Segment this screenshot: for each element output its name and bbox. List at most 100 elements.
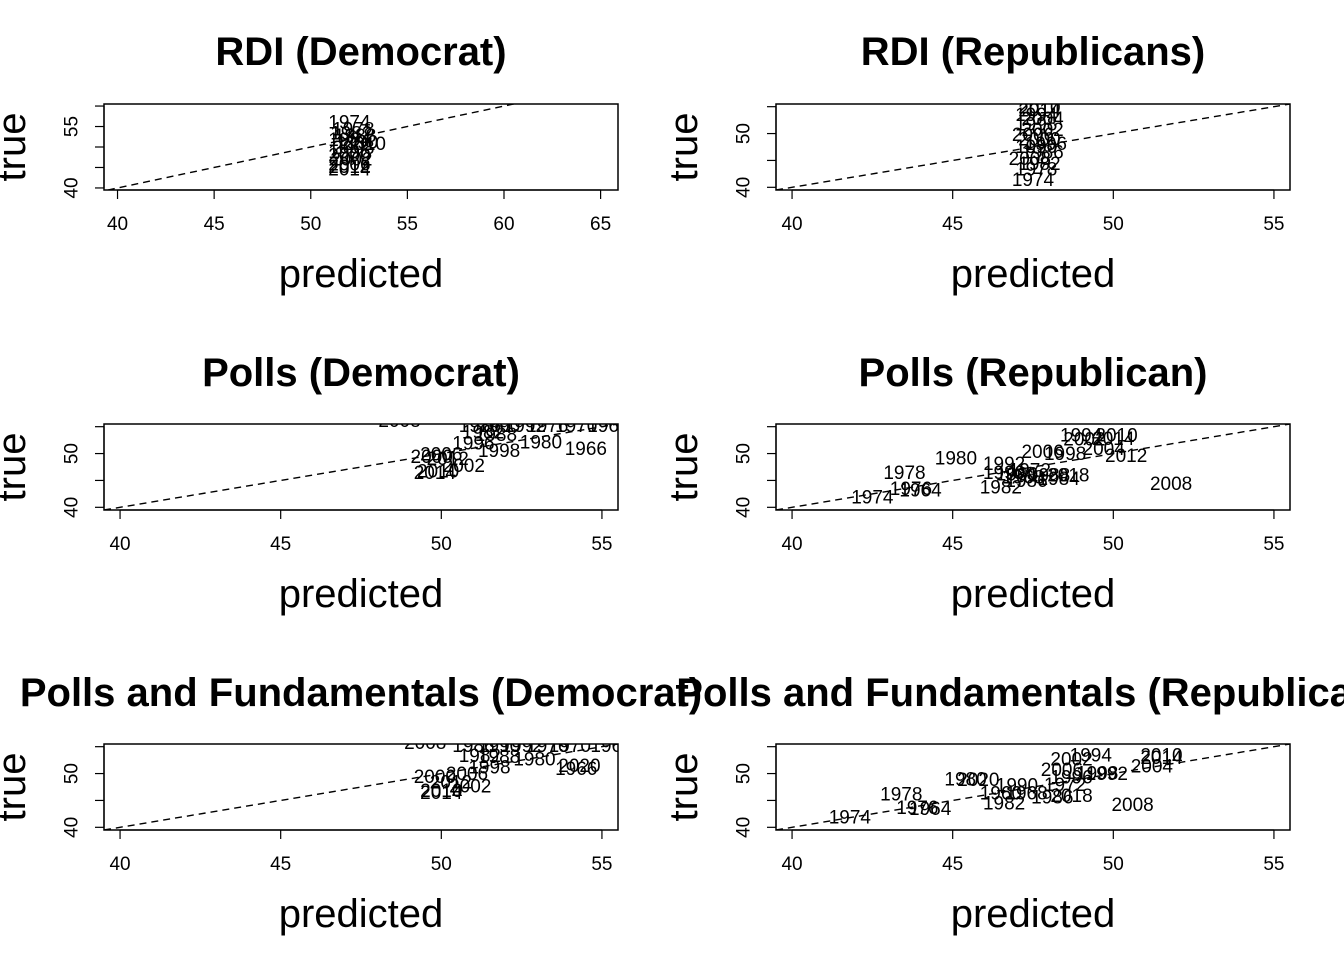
y-axis: 40 50 [734,106,777,198]
point-label: 1988 [478,747,520,768]
x-axis: 40 45 50 55 [109,509,613,555]
point-label: 2018 [1050,786,1092,807]
reference-line [104,424,618,510]
point-label: 1990 [1015,137,1057,158]
point-label: 1992 [1086,764,1128,785]
point-label: 2000 [411,447,453,468]
point-label: 1982 [462,423,504,444]
point-label: 2010 [1018,97,1060,118]
point-label: 1988 [334,126,376,147]
point-label: 1990 [336,132,378,153]
point-label: 1990 [478,736,520,757]
point-label: 1992 [500,736,542,757]
point-label: 2008 [404,733,446,754]
y-tick-label: 50 [62,443,83,464]
x-tick-label: 45 [942,534,963,555]
chart-title: Polls and Fundamentals (Republican) [676,671,1344,715]
reference-line [776,744,1290,830]
x-tick-label: 50 [1103,854,1124,875]
x-axis-label: predicted [951,892,1116,936]
y-axis-label: true [0,113,34,182]
point-label: 2008 [1150,474,1192,495]
y-tick-label: 50 [734,443,755,464]
point-label: 1982 [1018,154,1060,175]
chart-title: RDI (Democrat) [215,30,506,74]
panel-2: 2010201419942004199820022006200019961990… [662,30,1291,296]
y-tick-label: 40 [62,177,83,198]
point-label: 1976 [896,798,938,819]
point-label: 1978 [1015,160,1057,181]
point-label: 2006 [446,764,488,785]
point-label: 1986 [459,416,501,437]
y-tick-label: 40 [62,497,83,518]
point-label: 1986 [1021,142,1063,163]
point-label: 2020 [957,770,999,791]
point-label: 1974 [829,808,872,829]
point-label: 1962 [587,416,629,437]
x-tick-label: 55 [591,534,612,555]
y-tick-label: 40 [734,817,755,838]
point-label: 2020 [558,756,600,777]
reference-line [776,104,1290,190]
point-label: 1976 [526,416,568,437]
x-axis-label: predicted [279,892,444,936]
point-label: 1978 [880,785,922,806]
x-tick-label: 50 [1103,214,1124,235]
point-label: 2006 [1041,760,1083,781]
point-label: 2002 [443,456,485,477]
x-tick-label: 40 [109,534,130,555]
x-tick-label: 45 [942,854,963,875]
point-label: 2006 [328,155,370,176]
x-tick-label: 55 [1263,214,1284,235]
x-tick-label: 45 [204,214,225,235]
x-tick-label: 50 [431,854,452,875]
point-label: 1982 [330,123,372,144]
point-label: 1982 [983,794,1025,815]
x-tick-label: 40 [781,854,802,875]
point-label: 2008 [1111,795,1153,816]
point-label: 1990 [478,416,520,437]
point-label: 2002 [1021,120,1063,141]
point-label: 1990 [983,463,1025,484]
y-tick-label: 50 [734,123,755,144]
point-label: 2010 [1140,745,1182,766]
point-label: 1966 [555,759,597,780]
point-label: 2014 [328,159,371,180]
chart-title: RDI (Republicans) [861,30,1205,74]
x-tick-label: 50 [300,214,321,235]
point-label: 1972 [1009,460,1051,481]
point-label: 1994 [1070,745,1113,766]
reference-line [107,104,518,190]
y-tick-label: 40 [734,177,755,198]
x-tick-label: 45 [270,854,291,875]
panel-1: 1974197819821988198419902010200819962000… [0,30,619,296]
point-label: 2002 [1050,750,1092,771]
point-label: 1982 [459,746,501,767]
x-axis-label: predicted [279,572,444,616]
point-label: 1976 [526,736,568,757]
point-label: 1982 [980,477,1022,498]
x-tick-label: 60 [493,214,514,235]
point-label: 1988 [1028,466,1070,487]
point-label: 1980 [935,448,977,469]
point-label: 2010 [344,134,386,155]
x-tick-label: 55 [1263,534,1284,555]
point-label: 2010 [1095,425,1137,446]
point-label: 2012 [1105,446,1147,467]
point-label: 2002 [330,150,372,171]
point-label: 1998 [1015,114,1057,135]
point-label: 1996 [1050,767,1092,788]
y-axis: 40 50 [734,426,777,518]
y-tick-label: 55 [62,116,83,137]
y-axis-label: true [662,433,706,502]
point-label: 2012 [430,773,472,794]
point-label: 2004 [1021,109,1064,130]
x-axis-label: predicted [951,252,1116,296]
point-label: 1996 [1025,134,1067,155]
point-label: 1978 [332,119,374,140]
